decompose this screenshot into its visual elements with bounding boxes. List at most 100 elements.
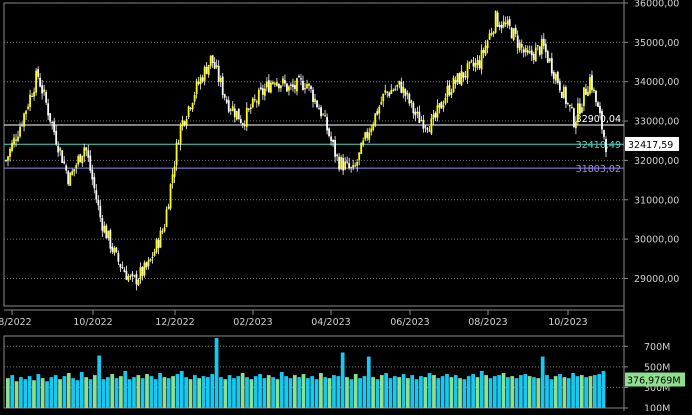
volume-bar: [506, 377, 510, 408]
volume-bar: [223, 379, 228, 408]
volume-bar: [162, 377, 167, 408]
candle-body: [265, 81, 268, 88]
candle-body: [292, 84, 294, 87]
candle-body: [149, 258, 152, 261]
candle-body: [426, 128, 429, 130]
candle-body: [79, 154, 82, 163]
candle-body: [39, 77, 42, 87]
candle-body: [61, 150, 64, 163]
candle-body: [13, 137, 15, 145]
x-tick-label: 06/2023: [390, 317, 429, 328]
candle-body: [111, 246, 114, 252]
candle-body: [514, 27, 517, 34]
candle-body: [516, 35, 519, 48]
candle-body: [127, 275, 130, 281]
volume-bar: [88, 379, 93, 408]
candle-body: [191, 103, 194, 110]
candle-body: [456, 73, 459, 83]
volume-bar: [219, 377, 223, 408]
candle-body: [241, 123, 244, 126]
volume-bar: [153, 379, 158, 408]
candle-body: [233, 108, 236, 118]
candle-body: [524, 48, 527, 52]
candle-body: [442, 105, 445, 108]
volume-panel: 100M 300M 500M 700M 376,9769M: [3, 335, 685, 415]
candle-body: [101, 218, 104, 231]
volume-bar: [249, 379, 254, 408]
volume-bar: [197, 378, 202, 408]
candle-body: [137, 279, 140, 286]
candle-body: [394, 88, 397, 90]
candle-body: [314, 98, 316, 102]
candle-body: [117, 253, 120, 262]
candle-body: [19, 126, 21, 137]
candle-body: [177, 143, 180, 145]
volume-bar: [166, 378, 171, 408]
candle-body: [446, 85, 449, 97]
candle-body: [282, 78, 284, 84]
candle-body: [81, 155, 84, 164]
volume-tick-label: 300M: [644, 383, 670, 394]
candle-body: [83, 147, 86, 157]
candle-body: [280, 85, 282, 89]
candle-body: [360, 142, 363, 154]
candle-body: [532, 53, 535, 60]
volume-bar: [562, 377, 567, 408]
candle-body: [546, 51, 549, 63]
candle-body: [440, 102, 443, 109]
volume-bar: [523, 374, 528, 408]
candle-body: [352, 165, 355, 168]
volume-bar: [510, 376, 515, 408]
volume-bar: [288, 378, 293, 408]
volume-bar: [366, 356, 371, 408]
candle-body: [406, 92, 409, 95]
candle-body: [195, 80, 198, 94]
candle-body: [231, 106, 234, 111]
candle-body: [189, 107, 192, 109]
candle-body: [556, 71, 559, 83]
candle-body: [320, 107, 322, 117]
volume-bar: [514, 378, 519, 408]
candle-body: [69, 172, 72, 186]
volume-bar: [588, 376, 593, 408]
candle-body: [332, 139, 334, 143]
candle-body: [326, 116, 328, 131]
candle-body: [278, 83, 280, 89]
volume-bar: [401, 374, 406, 408]
volume-bar: [349, 379, 354, 408]
candle-body: [579, 103, 581, 114]
volume-bar: [23, 379, 28, 408]
volume-bar: [19, 377, 23, 408]
candle-body: [181, 120, 184, 127]
candle-body: [587, 91, 589, 97]
candle-body: [558, 81, 561, 91]
reference-line-label: 32900,04: [576, 114, 621, 125]
volume-bar: [188, 379, 193, 408]
candle-body: [249, 107, 252, 110]
candle-body: [229, 109, 232, 111]
volume-bar: [527, 376, 532, 408]
candle-body: [336, 154, 339, 157]
volume-bar: [53, 375, 58, 408]
volume-bar: [127, 379, 132, 408]
x-tick-label: 10/2022: [73, 317, 112, 328]
volume-bar: [132, 377, 136, 408]
volume-bar: [471, 374, 475, 408]
candle-body: [257, 89, 260, 105]
volume-tick-label: 700M: [644, 342, 670, 353]
candle-body: [354, 165, 357, 167]
candle-body: [193, 94, 196, 102]
candle-body: [169, 183, 172, 209]
volume-bar: [101, 379, 106, 408]
volume-bar: [245, 377, 249, 408]
volume-bar: [475, 377, 480, 408]
candle-body: [597, 102, 599, 107]
volume-bar: [192, 375, 197, 408]
volume-bar: [258, 374, 262, 408]
volume-bar: [136, 375, 141, 408]
candle-body: [358, 152, 361, 160]
candle-body: [205, 66, 208, 74]
candle-body: [342, 158, 345, 171]
candle-body: [255, 101, 258, 103]
candle-body: [25, 110, 27, 115]
